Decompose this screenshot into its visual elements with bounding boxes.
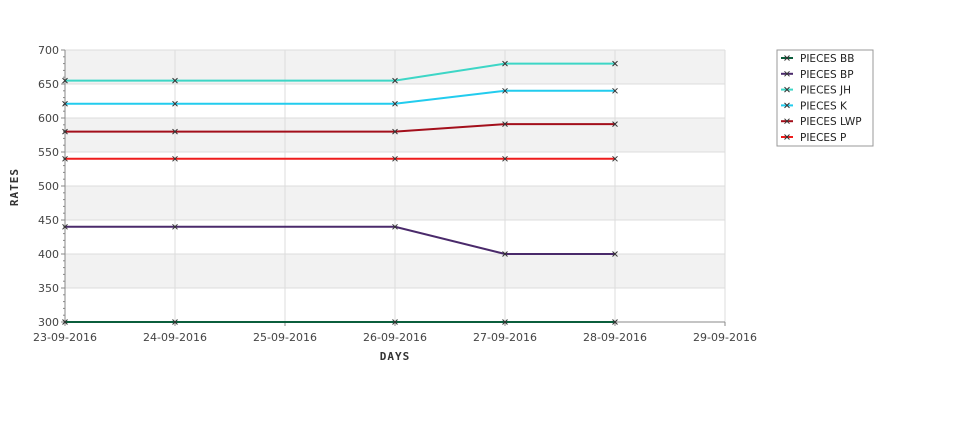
data-point-marker	[172, 77, 178, 84]
series-markers	[62, 60, 618, 325]
data-point-marker	[392, 155, 398, 162]
x-tick-label: 28-09-2016	[583, 331, 647, 344]
legend-marker	[784, 118, 790, 125]
x-tick-label: 23-09-2016	[33, 331, 97, 344]
data-point-marker	[612, 251, 618, 257]
legend-label: PIECES BP	[800, 69, 854, 81]
data-point-marker	[62, 77, 68, 84]
data-point-marker	[172, 100, 178, 107]
data-point-marker	[612, 121, 618, 127]
legend-label: PIECES LWP	[800, 116, 862, 128]
legend-marker	[784, 102, 790, 109]
legend-label: PIECES BB	[800, 53, 854, 65]
legend-box	[776, 49, 874, 147]
data-point-marker	[502, 87, 508, 94]
x-tick-label: 25-09-2016	[253, 331, 317, 344]
data-point-marker	[392, 77, 398, 84]
data-point-marker	[62, 223, 68, 230]
y-tick-label: 500	[38, 180, 59, 193]
legend-label: PIECES P	[800, 132, 846, 144]
y-tick-label: 450	[38, 214, 59, 227]
y-tick-label: 350	[38, 282, 59, 295]
data-point-marker	[612, 60, 618, 67]
legend-marker	[784, 55, 790, 61]
x-tick-label: 26-09-2016	[363, 331, 427, 344]
x-axis-title: DAYS	[380, 350, 411, 363]
data-point-marker	[502, 251, 508, 257]
y-tick-label: 300	[38, 316, 59, 329]
x-tick-label: 27-09-2016	[473, 331, 537, 344]
x-tick-label: 29-09-2016	[693, 331, 757, 344]
data-point-marker	[172, 155, 178, 162]
data-point-marker	[62, 128, 68, 135]
y-tick-label: 550	[38, 146, 59, 159]
legend-label: PIECES K	[800, 100, 848, 112]
axis-ticks: 300 350 400 450 500 550 600 650 700 23-09-2016 24-…	[33, 44, 757, 344]
data-point-marker	[502, 60, 508, 67]
data-point-marker	[172, 319, 178, 325]
legend-marker	[784, 70, 790, 77]
data-point-marker	[502, 319, 508, 325]
y-tick-label: 400	[38, 248, 59, 261]
y-tick-label: 650	[38, 78, 59, 91]
data-point-marker	[62, 319, 68, 325]
legend-label: PIECES JH	[800, 85, 851, 97]
legend: PIECES BB PIECES BP PIECES JH PIECES K PIECE…	[776, 49, 874, 147]
data-point-marker	[392, 100, 398, 107]
data-point-marker	[612, 319, 618, 325]
y-axis-title: RATES	[8, 168, 21, 206]
legend-marker	[784, 86, 790, 93]
y-tick-label: 700	[38, 44, 59, 57]
data-point-marker	[612, 155, 618, 162]
data-point-marker	[502, 155, 508, 162]
data-point-marker	[172, 128, 178, 135]
y-tick-label: 600	[38, 112, 59, 125]
data-point-marker	[392, 128, 398, 135]
data-point-marker	[172, 223, 178, 230]
data-point-marker	[612, 87, 618, 94]
data-point-marker	[392, 223, 398, 230]
data-point-marker	[502, 121, 508, 127]
x-tick-label: 24-09-2016	[143, 331, 207, 344]
data-point-marker	[392, 319, 398, 325]
data-point-marker	[62, 100, 68, 107]
data-point-marker	[62, 155, 68, 162]
legend-marker	[784, 134, 790, 140]
